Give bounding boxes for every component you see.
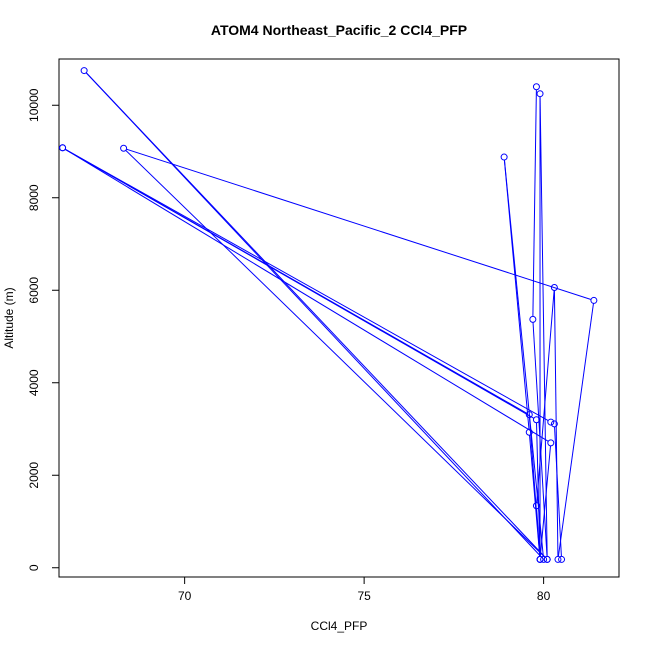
data-point bbox=[550, 283, 558, 291]
y-tick-label: 6000 bbox=[27, 277, 41, 304]
data-point bbox=[590, 296, 598, 304]
x-tick-label: 70 bbox=[178, 589, 192, 603]
series-segment bbox=[64, 148, 549, 442]
series-segment bbox=[126, 148, 592, 300]
series-lines bbox=[64, 72, 594, 558]
series-segment bbox=[64, 148, 549, 422]
data-point bbox=[59, 144, 67, 152]
series-segment bbox=[553, 290, 559, 557]
series-segment bbox=[125, 149, 546, 558]
series-segment bbox=[536, 422, 541, 557]
x-tick-label: 80 bbox=[537, 589, 551, 603]
y-tick-label: 8000 bbox=[27, 184, 41, 211]
data-point bbox=[529, 315, 537, 323]
data-point bbox=[525, 428, 533, 436]
series-segment bbox=[503, 159, 530, 430]
data-point bbox=[543, 555, 551, 563]
data-point bbox=[120, 144, 128, 152]
series-segment bbox=[532, 89, 537, 317]
series-segment bbox=[528, 417, 541, 557]
series-segment bbox=[557, 303, 594, 557]
data-point bbox=[536, 90, 544, 98]
x-axis-label: CCl4_PFP bbox=[311, 619, 368, 633]
data-point bbox=[536, 555, 544, 563]
chart-title: ATOM4 Northeast_Pacific_2 CCl4_PFP bbox=[211, 22, 467, 38]
data-point bbox=[554, 555, 562, 563]
data-point bbox=[547, 439, 555, 447]
y-tick-label: 2000 bbox=[27, 462, 41, 489]
data-point bbox=[532, 416, 540, 424]
x-axis: 70 75 80 bbox=[178, 576, 551, 603]
series-segment bbox=[85, 72, 542, 558]
data-point bbox=[558, 555, 566, 563]
data-point bbox=[525, 411, 533, 419]
data-point bbox=[500, 153, 508, 161]
data-point bbox=[532, 83, 540, 91]
data-point bbox=[547, 418, 555, 426]
y-axis: 0 2000 4000 6000 8000 10000 bbox=[27, 88, 60, 571]
data-point bbox=[80, 67, 88, 75]
x-tick-label: 75 bbox=[357, 589, 371, 603]
y-tick-label: 0 bbox=[27, 564, 41, 571]
series-segment bbox=[539, 445, 552, 557]
y-tick-label: 4000 bbox=[27, 369, 41, 396]
series-segment bbox=[554, 426, 562, 557]
series-segment bbox=[64, 148, 535, 419]
data-point bbox=[550, 420, 558, 428]
data-point bbox=[532, 502, 540, 510]
series-points bbox=[59, 67, 598, 563]
series-segment bbox=[539, 96, 548, 557]
y-tick-label: 10000 bbox=[27, 88, 41, 122]
series-segment bbox=[536, 290, 555, 503]
y-axis-label: Altitude (m) bbox=[2, 287, 16, 348]
data-point bbox=[540, 555, 548, 563]
